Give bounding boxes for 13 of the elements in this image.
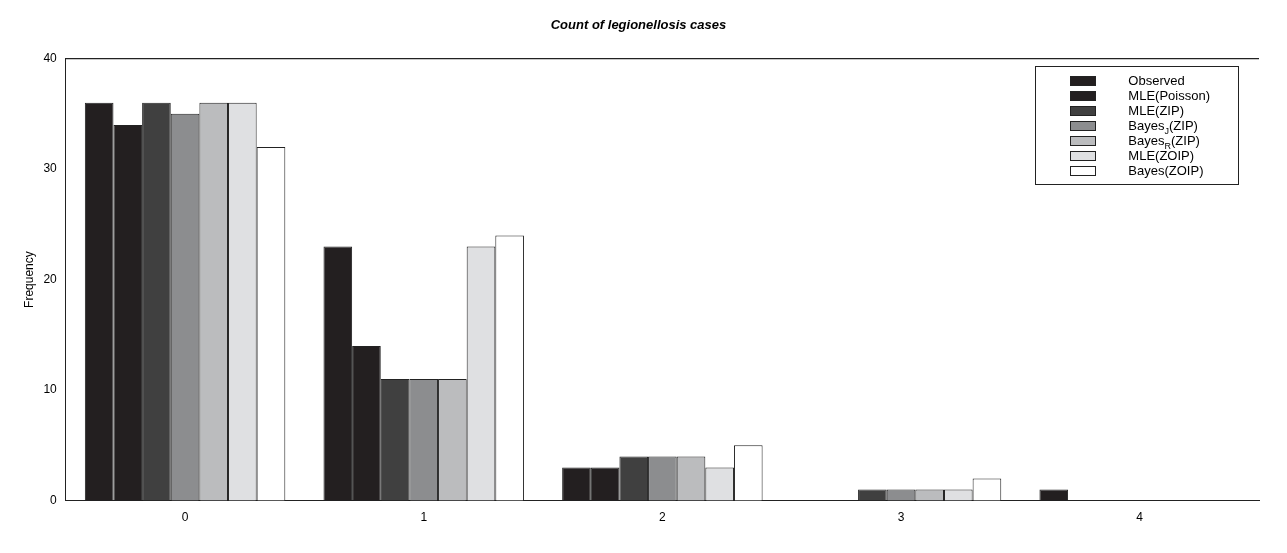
- y-tick-label: 30: [43, 161, 58, 176]
- x-tick-label: 2: [659, 510, 667, 525]
- x-tick-label: 0: [181, 510, 189, 525]
- y-axis-title: Frequency: [21, 251, 36, 308]
- x-tick-label: 1: [420, 510, 428, 525]
- y-tick-label: 10: [43, 382, 58, 397]
- y-tick-label: 20: [43, 271, 58, 286]
- y-tick-label: 0: [50, 492, 58, 507]
- legend: Observed MLE(Poisson) MLE(ZIP) Bayes$_{J}$(ZIP) Bayes$_{R}$(ZIP) MLE(ZOIP) Bayes(ZOIP): [1035, 66, 1239, 185]
- y-tick-label: 40: [43, 50, 58, 65]
- x-tick-label: 4: [1136, 510, 1144, 525]
- x-tick-label: 3: [897, 510, 905, 525]
- chart-title: Count of legionellosis cases: [550, 17, 727, 33]
